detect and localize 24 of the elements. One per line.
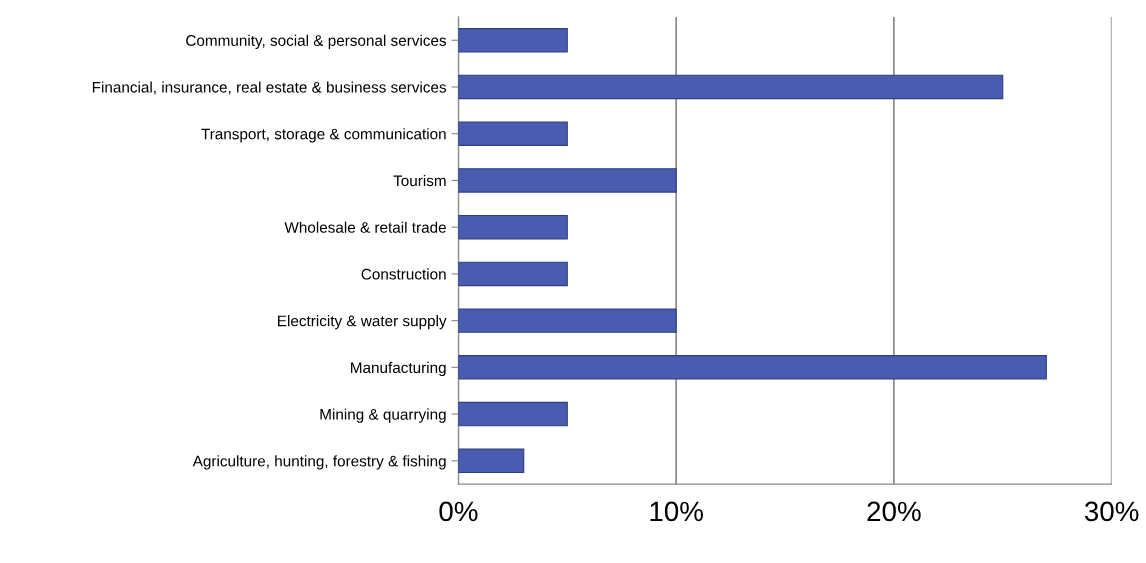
x-tick-label: 10% [650, 501, 703, 522]
bar [458, 168, 677, 193]
y-tick-label: Financial, insurance, real estate & business services [92, 81, 447, 95]
y-tick-label: Construction [361, 268, 446, 280]
bar [458, 214, 568, 240]
y-tick-label: Transport, storage & communication [201, 128, 446, 143]
x-tick-label: 30% [1084, 501, 1139, 522]
y-tick-label: Tourism [393, 174, 446, 187]
x-tick-label: 20% [867, 501, 921, 522]
y-tick-label: Community, social & personal services [186, 34, 447, 49]
y-tick-label: Wholesale & retail trade [284, 221, 446, 233]
bar [458, 308, 677, 333]
y-tick-label: Manufacturing [351, 361, 446, 377]
bar [458, 28, 568, 53]
bar [458, 448, 525, 474]
y-tick-label: Mining & quarrying [320, 408, 446, 423]
bar [458, 355, 1047, 380]
bar [458, 121, 568, 146]
x-tick-label: 0% [439, 501, 478, 522]
y-tick-label: Agriculture, hunting, forestry & fishing [192, 455, 446, 470]
bar [458, 401, 568, 427]
y-tick-label: Electricity & water supply [278, 315, 447, 330]
bar [458, 74, 1004, 100]
bar [458, 261, 568, 287]
